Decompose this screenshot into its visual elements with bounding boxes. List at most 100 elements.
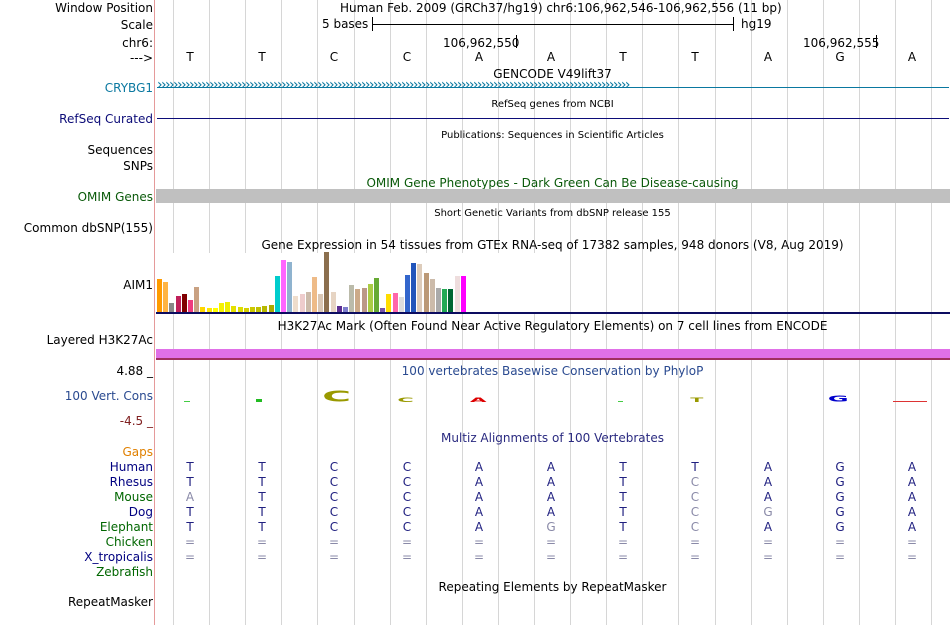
scale-bar-right-tick — [733, 17, 734, 31]
gtex-tissue-bar[interactable] — [157, 279, 162, 312]
gtex-tissue-bar[interactable] — [405, 275, 410, 312]
phylop-letter-c2: C — [397, 396, 413, 403]
gtex-tissue-bar[interactable] — [355, 289, 361, 312]
gtex-tissue-bar[interactable] — [293, 296, 299, 312]
aligned-base: C — [690, 490, 700, 504]
species-label[interactable]: Elephant — [99, 520, 153, 534]
gtex-tissue-bar[interactable] — [194, 287, 200, 312]
h3k27ac-signal-bar[interactable] — [156, 349, 950, 358]
gtex-tissue-bar[interactable] — [274, 276, 280, 312]
species-label[interactable]: Zebrafish — [96, 565, 153, 579]
gtex-tissue-bar[interactable] — [312, 277, 317, 312]
gtex-tissue-bar[interactable] — [299, 294, 305, 312]
gtex-tissue-bar[interactable] — [268, 305, 274, 312]
gencode-gene-line[interactable] — [157, 87, 949, 88]
aligned-base: C — [329, 520, 339, 534]
gtex-tissue-bar[interactable] — [336, 306, 342, 312]
gtex-tissue-bar[interactable] — [392, 293, 398, 312]
strand-label: ---> — [129, 51, 153, 65]
gtex-tissue-bar[interactable] — [181, 294, 187, 312]
gtex-tissue-bar[interactable] — [417, 264, 423, 312]
gtex-tissue-bar[interactable] — [256, 307, 262, 312]
gtex-tissue-bar[interactable] — [423, 273, 429, 312]
gtex-tissue-bar[interactable] — [169, 303, 175, 312]
omim-track-label[interactable]: OMIM Genes — [77, 190, 153, 204]
aligned-base: T — [619, 505, 627, 519]
refseq-track-label[interactable]: RefSeq Curated — [59, 112, 153, 126]
gtex-tissue-bar[interactable] — [429, 279, 435, 312]
gencode-gene-label[interactable]: CRYBG1 — [104, 81, 153, 95]
gtex-tissue-bar[interactable] — [287, 262, 293, 312]
refseq-gene-line[interactable] — [157, 118, 949, 119]
aligned-base: T — [619, 475, 627, 489]
gtex-tissue-bar[interactable] — [281, 260, 286, 312]
gtex-tissue-bar[interactable] — [349, 285, 355, 312]
phylop-mark-3 — [618, 401, 623, 402]
gtex-tissue-bar[interactable] — [460, 276, 466, 312]
gtex-tissue-bar[interactable] — [262, 306, 268, 312]
gtex-tissue-bar[interactable] — [305, 292, 311, 312]
gtex-tissue-bar[interactable] — [436, 288, 441, 312]
h3k27ac-track-label[interactable]: Layered H3K27Ac — [46, 333, 153, 347]
aligned-base: = — [401, 535, 413, 549]
gtex-tissue-bar[interactable] — [175, 296, 181, 312]
aligned-base: T — [186, 505, 194, 519]
gtex-tissue-bar[interactable] — [163, 282, 169, 312]
gtex-tissue-bar[interactable] — [411, 263, 417, 312]
phylop-mark-1 — [184, 401, 190, 402]
gtex-tissue-bar[interactable] — [398, 297, 404, 312]
gtex-tissue-bar[interactable] — [212, 308, 218, 312]
species-label[interactable]: Chicken — [105, 535, 153, 549]
gtex-tissue-bar[interactable] — [219, 303, 224, 312]
aligned-base: = — [328, 535, 340, 549]
dbsnp-track-label[interactable]: Common dbSNP(155) — [23, 221, 153, 235]
window-position-label: Window Position — [55, 1, 153, 15]
omim-gene-bar[interactable] — [156, 189, 950, 203]
species-label[interactable]: Mouse — [114, 490, 153, 504]
aligned-base: = — [256, 550, 268, 564]
aligned-base: = — [834, 550, 846, 564]
gtex-tissue-bar[interactable] — [367, 284, 373, 312]
phylop-track-label[interactable]: 100 Vert. Cons — [64, 389, 153, 403]
phylop-max-label: 4.88 _ — [116, 364, 153, 378]
gtex-tissue-bar[interactable] — [374, 278, 379, 312]
aligned-base: A — [763, 475, 773, 489]
sequences-track-label[interactable]: Sequences — [87, 143, 153, 157]
reference-base: T — [691, 50, 699, 64]
phylop-mark-2 — [256, 399, 262, 402]
repeatmasker-track-label[interactable]: RepeatMasker — [67, 595, 153, 609]
gtex-tissue-bar[interactable] — [454, 276, 460, 312]
gtex-tissue-bar[interactable] — [442, 289, 448, 312]
gtex-tissue-bar[interactable] — [188, 300, 193, 312]
gtex-tissue-bar[interactable] — [250, 307, 255, 312]
aligned-base: A — [907, 460, 917, 474]
position-left: 106,962,550 — [443, 36, 520, 50]
gtex-gene-label[interactable]: AIM1 — [123, 278, 153, 292]
species-label[interactable]: Dog — [128, 505, 153, 519]
gtex-tissue-bar[interactable] — [243, 308, 249, 312]
gtex-tissue-bar[interactable] — [448, 289, 454, 312]
gaps-track-label[interactable]: Gaps — [122, 445, 153, 459]
phylop-letter-t: T — [690, 397, 703, 404]
gtex-tissue-bar[interactable] — [361, 288, 367, 312]
gtex-tissue-bar[interactable] — [225, 302, 231, 312]
gtex-tissue-bar[interactable] — [200, 307, 206, 312]
aligned-base: A — [907, 490, 917, 504]
species-label[interactable]: Human — [109, 460, 153, 474]
species-label[interactable]: X_tropicalis — [84, 550, 153, 564]
phylop-mark-4 — [893, 401, 927, 402]
gtex-tissue-bar[interactable] — [318, 294, 324, 312]
gtex-tissue-bar[interactable] — [324, 252, 330, 312]
gtex-tissue-bar[interactable] — [206, 308, 212, 312]
snps-track-label[interactable]: SNPs — [123, 159, 153, 173]
gtex-tissue-bar[interactable] — [330, 292, 336, 312]
phylop-logo[interactable]: C C A T G — [156, 380, 950, 414]
gtex-tissue-bar[interactable] — [380, 308, 386, 312]
species-label[interactable]: Rhesus — [109, 475, 153, 489]
gtex-tissue-bar[interactable] — [343, 307, 348, 312]
gtex-tissue-bar[interactable] — [386, 294, 392, 312]
aligned-base: T — [258, 520, 266, 534]
gtex-tissue-bar[interactable] — [237, 307, 243, 312]
gtex-tissue-bar[interactable] — [231, 306, 237, 312]
